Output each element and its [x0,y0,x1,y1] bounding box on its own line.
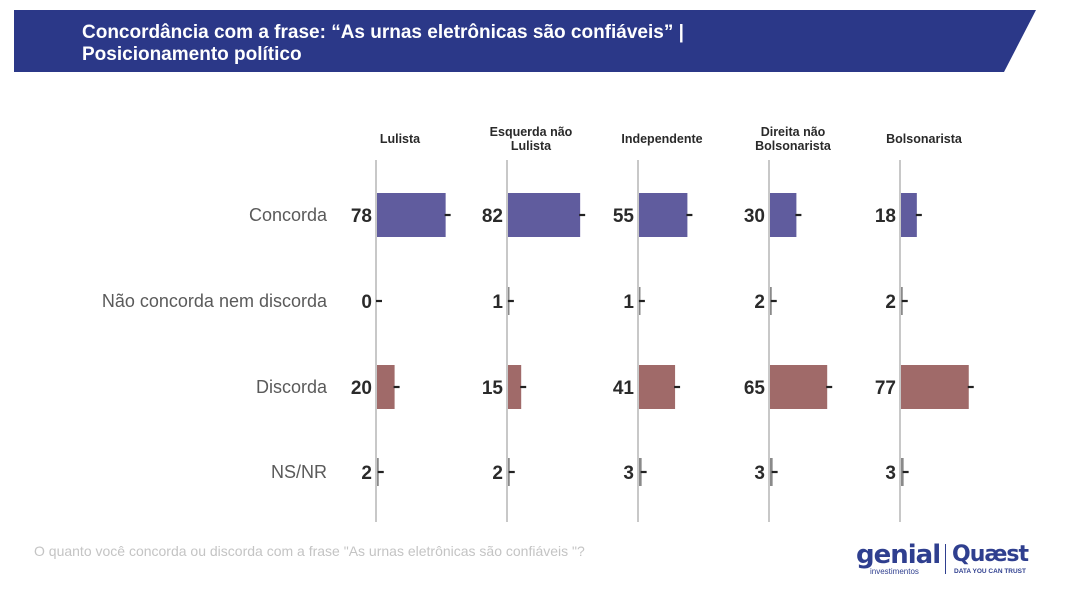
bar-esquerda-nao-lulista-discorda [508,365,522,409]
value-label-independente-concorda: 55 [613,206,635,227]
quaest-logo-tagline: DATA YOU CAN TRUST [954,568,1026,575]
value-label-esquerda-nao-lulista-nao-concorda-nem-discorda: 1 [492,292,503,313]
bar-lulista-discorda [377,365,395,409]
value-label-independente-discorda: 41 [613,378,635,399]
group-header-direita-nao-bolsonarista-line2: Bolsonarista [755,139,832,153]
logo-divider [945,544,946,574]
group-header-direita-nao-bolsonarista-line1: Direita não [761,125,826,139]
category-label-ns-nr: NS/NR [271,462,327,482]
value-label-direita-nao-bolsonarista-nao-concorda-nem-discorda: 2 [754,292,765,313]
bar-esquerda-nao-lulista-concorda [508,193,581,237]
value-label-direita-nao-bolsonarista-concorda: 30 [744,206,765,227]
value-label-esquerda-nao-lulista-ns-nr: 2 [492,463,503,484]
bar-bolsonarista-concorda [901,193,917,237]
survey-question: O quanto você concorda ou discorda com a… [34,543,585,559]
bar-lulista-concorda [377,193,446,237]
genial-logo-subtitle: investimentos [870,567,919,576]
category-label-nao-concorda-nem-discorda: Não concorda nem discorda [102,291,328,311]
chart-title: Concordância com a frase: “As urnas elet… [82,22,962,66]
value-label-independente-ns-nr: 3 [623,463,634,484]
title-banner-bg [14,10,1036,72]
category-label-concorda: Concorda [249,205,328,225]
chart-title-line2: Posicionamento político [82,44,302,65]
category-label-discorda: Discorda [256,377,328,397]
logos: genial investimentos Quæst DATA YOU CAN … [856,540,1036,580]
value-label-bolsonarista-ns-nr: 3 [885,463,896,484]
bar-independente-concorda [639,193,688,237]
bar-direita-nao-bolsonarista-concorda [770,193,797,237]
group-header-independente: Independente [621,132,702,146]
bar-bolsonarista-ns-nr [901,458,904,486]
bar-direita-nao-bolsonarista-discorda [770,365,828,409]
bar-independente-discorda [639,365,676,409]
group-header-esquerda-nao-lulista-line1: Esquerda não [490,125,573,139]
quaest-logo: Quæst [952,542,1029,567]
value-label-direita-nao-bolsonarista-ns-nr: 3 [754,463,765,484]
bar-bolsonarista-discorda [901,365,969,409]
chart-title-line1: Concordância com a frase: “As urnas elet… [82,22,684,43]
value-label-bolsonarista-concorda: 18 [875,206,896,227]
bar-direita-nao-bolsonarista-ns-nr [770,458,773,486]
value-label-direita-nao-bolsonarista-discorda: 65 [744,378,766,399]
title-banner: Concordância com a frase: “As urnas elet… [14,10,1036,72]
group-header-esquerda-nao-lulista-line2: Lulista [511,139,552,153]
bar-independente-ns-nr [639,458,642,486]
genial-logo: genial [856,540,941,570]
value-label-independente-nao-concorda-nem-discorda: 1 [623,292,634,313]
group-header-bolsonarista: Bolsonarista [886,132,963,146]
value-label-esquerda-nao-lulista-concorda: 82 [482,206,503,227]
value-label-lulista-discorda: 20 [351,378,372,399]
group-header-lulista: Lulista [380,132,421,146]
value-label-bolsonarista-discorda: 77 [875,378,896,399]
value-label-lulista-nao-concorda-nem-discorda: 0 [361,292,372,313]
value-label-bolsonarista-nao-concorda-nem-discorda: 2 [885,292,896,313]
value-label-esquerda-nao-lulista-discorda: 15 [482,378,504,399]
value-label-lulista-concorda: 78 [351,206,372,227]
value-label-lulista-ns-nr: 2 [361,463,372,484]
